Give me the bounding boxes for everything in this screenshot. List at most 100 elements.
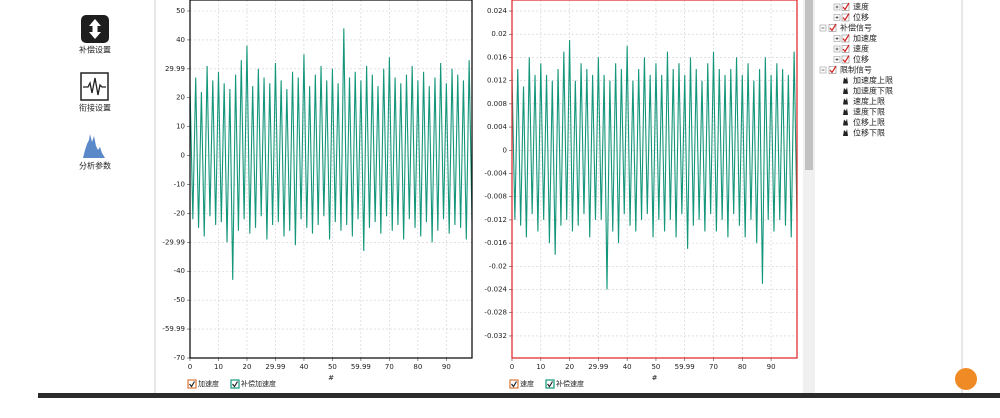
tree-checkbox[interactable] [841,34,850,43]
scrollbar-thumb[interactable] [805,0,813,170]
x-tick-label: 50 [651,363,660,371]
limit-icon [843,118,848,126]
tree-group-label: 补偿信号 [840,23,872,33]
y-tick-label: 0.008 [487,100,507,108]
tree-item-label[interactable]: 位移下限 [853,128,885,138]
tree-item-label[interactable]: 速度 [853,44,869,54]
x-tick-label: 90 [442,363,451,371]
x-axis-label: # [652,374,658,382]
tree-item-label[interactable]: 加速度 [853,33,877,43]
tree-checkbox[interactable] [841,55,850,64]
plot-frame [189,0,473,359]
tree-checkbox[interactable] [841,45,850,53]
limit-icon [843,87,848,94]
x-tick-label: 80 [413,363,422,371]
tree-check [842,13,850,22]
check-mark [232,381,239,388]
icon-wave [83,77,106,96]
x-tick-label: 70 [385,363,394,371]
sidebar-label: 补偿设置 [79,45,111,55]
y-tick-label: 0.012 [487,77,507,85]
legend-item[interactable]: 补偿加速度 [230,379,276,389]
y-tick-label: 0 [503,146,507,154]
y-tick-label: 0 [181,152,185,160]
floating-button[interactable] [955,368,977,390]
legend-item[interactable]: 加速度 [187,379,219,389]
tree-check [829,65,837,74]
legend-item[interactable]: 补偿速度 [545,379,584,389]
y-tick-label: 50 [176,7,185,15]
x-tick-label: 40 [299,363,308,371]
y-tick-label: -59.99 [162,325,185,333]
y-tick-label: -29.99 [162,238,185,246]
y-tick-label: -40 [174,267,185,275]
tree-checkbox[interactable] [841,13,850,22]
y-tick-label: -0.02 [489,262,507,270]
icon-arrow [89,19,101,39]
limit-icon [843,108,848,115]
tree-item-label[interactable]: 位移上限 [853,117,885,127]
checkbox[interactable] [230,379,240,389]
tree-checkbox[interactable] [828,66,837,74]
y-tick-label: 0.02 [491,30,507,38]
analysis-params-button[interactable]: 分析参数 [79,134,111,171]
checkbox[interactable] [187,379,197,389]
x-tick-label: 29.99 [265,363,285,371]
x-tick-label: 10 [214,363,223,371]
x-tick-label: 90 [767,363,776,371]
y-tick-label: -10 [174,180,185,188]
chart-panel: 50 40 29.99 20 10 0 -10 -20 -29.99 -40 -50 -59.99 -7… [162,0,473,389]
check-mark [547,381,554,388]
y-tick-label: -0.008 [484,193,507,201]
y-tick-label: 0.004 [487,123,508,131]
tree-item-label[interactable]: 加速度上限 [853,75,893,85]
signal-line [511,40,798,290]
y-tick-label: -0.012 [484,216,507,224]
legend-item[interactable]: 速度 [509,379,534,389]
tree-item-label[interactable]: 加速度下限 [853,86,893,96]
limit-icon [843,129,848,136]
tree-item-label[interactable]: 速度上限 [853,96,885,106]
x-tick-label: 0 [510,363,514,371]
tree-item-label[interactable]: 速度下限 [853,107,885,117]
tree-item-label[interactable]: 位移 [853,54,869,64]
tree-check [842,34,850,43]
tree-checkbox[interactable] [841,3,850,11]
x-tick-label: 40 [623,363,632,371]
x-tick-label: 10 [536,363,545,371]
y-tick-label: -50 [174,296,185,304]
y-tick-label: -0.032 [484,332,507,340]
legend-label: 加速度 [198,379,219,388]
x-tick-label: 50 [328,363,337,371]
sidebar-label: 分析参数 [79,161,111,171]
y-tick-label: -0.016 [484,239,507,247]
y-tick-label: 29.99 [165,65,185,73]
compensation-settings-button[interactable]: 补偿设置 [79,15,111,55]
x-tick-label: 29.99 [588,363,608,371]
tree-item-label[interactable]: 位移 [853,12,869,22]
plot-frame [511,0,798,359]
sidebar-label: 衔接设置 [79,103,111,113]
tree-checkbox[interactable] [828,24,837,32]
checkbox[interactable] [509,379,519,389]
legend-label: 补偿速度 [556,379,584,388]
checkbox[interactable] [545,379,555,389]
tree-check [842,44,850,53]
legend-label: 速度 [520,379,534,388]
charts: 50 40 29.99 20 10 0 -10 -20 -29.99 -40 -50 -59.99 -7… [162,0,798,389]
check-mark [511,381,518,388]
tree-item-label[interactable]: 速度 [853,2,869,12]
y-tick-label: -70 [174,354,185,362]
x-tick-label: 70 [709,363,718,371]
x-tick-label: 80 [738,363,747,371]
x-axis-label: # [328,374,334,382]
y-tick-label: -0.004 [484,169,507,177]
legend-label: 补偿加速度 [241,379,276,388]
check-mark [189,381,196,388]
x-tick-label: 59.99 [351,363,371,371]
tree-check [842,55,850,64]
link-settings-button[interactable]: 衔接设置 [79,72,111,113]
chart-panel: 0.024 0.02 0.016 0.012 0.008 0.004 0 -0.004 -0.0… [484,0,798,389]
